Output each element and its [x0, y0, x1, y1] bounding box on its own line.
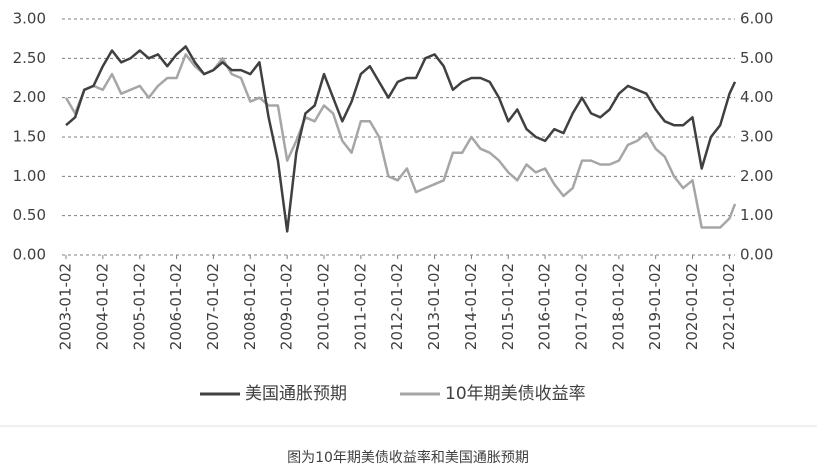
y-tick-label: 3.00	[13, 10, 46, 28]
x-tick-label: 2012-01-02	[388, 263, 406, 350]
y2-tick-label: 5.00	[740, 49, 773, 67]
x-tick-label: 2004-01-02	[93, 263, 111, 350]
x-tick-label: 2008-01-02	[241, 263, 259, 350]
x-tick-label: 2021-01-02	[720, 263, 738, 350]
x-tick-label: 2005-01-02	[130, 263, 148, 350]
legend-label: 10年期美债收益率	[445, 384, 586, 404]
y2-tick-label: 0.00	[740, 246, 773, 264]
y2-tick-label: 4.00	[740, 88, 773, 106]
y2-tick-label: 1.00	[740, 206, 773, 224]
x-tick-label: 2015-01-02	[499, 263, 517, 350]
y-tick-label: 0.50	[13, 206, 46, 224]
y-tick-label: 0.00	[13, 246, 46, 264]
y2-tick-label: 2.00	[740, 167, 773, 185]
x-tick-label: 2014-01-02	[462, 263, 480, 350]
y2-tick-label: 3.00	[740, 128, 773, 146]
y2-tick-label: 6.00	[740, 10, 773, 28]
x-tick-label: 2009-01-02	[278, 263, 296, 350]
x-tick-label: 2016-01-02	[536, 263, 554, 350]
y-tick-label: 1.50	[13, 128, 46, 146]
x-tick-label: 2020-01-02	[683, 263, 701, 350]
x-tick-label: 2018-01-02	[609, 263, 627, 350]
series-line	[65, 45, 737, 233]
y-tick-label: 2.50	[13, 49, 46, 67]
y-tick-label: 1.00	[13, 167, 46, 185]
x-tick-label: 2011-01-02	[351, 263, 369, 350]
caption: 图为10年期美债收益率和美国通胀预期	[287, 449, 529, 466]
x-tick-label: 2006-01-02	[167, 263, 185, 350]
x-tick-label: 2010-01-02	[315, 263, 333, 350]
y-tick-label: 2.00	[13, 88, 46, 106]
x-tick-label: 2007-01-02	[204, 263, 222, 350]
series-line	[64, 53, 737, 229]
x-tick-label: 2019-01-02	[646, 263, 664, 350]
legend-label: 美国通胀预期	[245, 384, 347, 404]
x-tick-label: 2013-01-02	[425, 263, 443, 350]
x-tick-label: 2017-01-02	[573, 263, 591, 350]
x-tick-label: 2003-01-02	[57, 263, 75, 350]
